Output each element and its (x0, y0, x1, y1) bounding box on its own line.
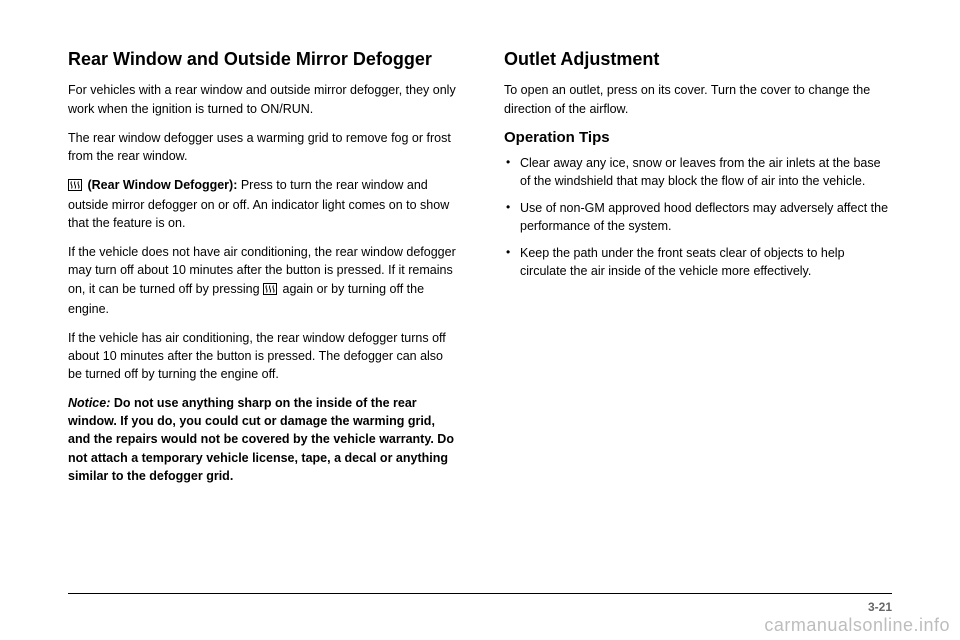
right-heading: Outlet Adjustment (504, 48, 892, 71)
tip-item: Use of non-GM approved hood deflectors m… (504, 199, 892, 235)
left-p4: If the vehicle does not have air conditi… (68, 243, 456, 318)
tip-item: Keep the path under the front seats clea… (504, 244, 892, 280)
left-notice: Notice: Do not use anything sharp on the… (68, 394, 456, 485)
page-number: 3-21 (868, 600, 892, 614)
right-p1: To open an outlet, press on its cover. T… (504, 81, 892, 117)
left-p1: For vehicles with a rear window and outs… (68, 81, 456, 117)
page-content: Rear Window and Outside Mirror Defogger … (68, 48, 892, 496)
watermark: carmanualsonline.info (764, 615, 950, 636)
left-p2: The rear window defogger uses a warming … (68, 129, 456, 165)
right-column: Outlet Adjustment To open an outlet, pre… (504, 48, 892, 496)
footer-rule (68, 593, 892, 594)
tip-item: Clear away any ice, snow or leaves from … (504, 154, 892, 190)
left-p3: (Rear Window Defogger): Press to turn th… (68, 176, 456, 232)
tips-list: Clear away any ice, snow or leaves from … (504, 154, 892, 281)
left-p5: If the vehicle has air conditioning, the… (68, 329, 456, 383)
left-column: Rear Window and Outside Mirror Defogger … (68, 48, 456, 496)
left-heading: Rear Window and Outside Mirror Defogger (68, 48, 456, 71)
defog-label: (Rear Window Defogger): (87, 178, 237, 192)
right-sub-heading: Operation Tips (504, 129, 892, 146)
defogger-icon (68, 178, 82, 196)
notice-label: Notice: (68, 396, 110, 410)
notice-body: Do not use anything sharp on the inside … (68, 396, 454, 483)
defogger-icon-inline (263, 282, 277, 300)
